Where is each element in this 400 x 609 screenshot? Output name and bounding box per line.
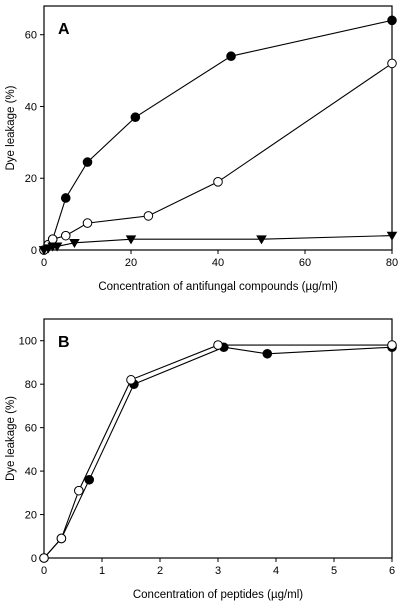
x-tick-label: 0 <box>41 565 47 577</box>
y-tick-label: 100 <box>19 336 37 348</box>
x-tick-label: 20 <box>125 257 137 269</box>
y-tick-label: 80 <box>25 379 37 391</box>
data-point-filled-circle <box>82 157 93 167</box>
y-axis-label: Dye leakage (%) <box>5 396 17 481</box>
data-point-open-circle <box>74 485 84 496</box>
y-tick-label: 40 <box>25 101 37 113</box>
data-point-open-circle <box>387 58 397 69</box>
data-point-open-circle <box>387 340 397 350</box>
x-tick-label: 2 <box>157 565 163 577</box>
y-tick-label: 60 <box>25 30 37 42</box>
data-point-filled-circle <box>84 474 95 485</box>
panel-letter: A <box>58 21 70 38</box>
data-point-open-circle <box>47 234 58 245</box>
y-tick-label: 20 <box>25 173 37 185</box>
data-point-open-circle <box>213 340 223 350</box>
y-axis-label: Dye leakage (%) <box>5 85 17 170</box>
data-point-open-circle <box>213 177 223 187</box>
y-tick-label: 40 <box>25 466 37 478</box>
x-tick-label: 0 <box>41 257 47 269</box>
data-point-filled-triangle <box>51 242 63 252</box>
x-tick-label: 6 <box>389 565 395 577</box>
data-point-filled-circle <box>130 112 141 123</box>
data-point-filled-triangle <box>256 235 267 245</box>
data-point-open-circle <box>39 553 49 563</box>
data-point-filled-circle <box>60 193 71 203</box>
data-point-filled-triangle <box>69 238 80 248</box>
data-point-open-circle <box>60 230 71 241</box>
series-line <box>43 62 393 251</box>
data-point-open-circle <box>82 218 93 228</box>
data-point-open-circle <box>126 375 136 385</box>
panel-a: 0 20 40 60 80 0 20 40 60 Concentration of antifun… <box>5 5 398 293</box>
x-tick-label: 80 <box>386 257 398 269</box>
x-tick-label: 5 <box>331 565 337 577</box>
panel-letter: B <box>58 334 70 351</box>
y-tick-label: 60 <box>25 423 37 435</box>
series-line <box>43 19 393 251</box>
x-tick-label: 3 <box>215 565 221 577</box>
series-line <box>43 344 392 559</box>
data-point-open-circle <box>56 533 67 544</box>
data-point-filled-circle <box>262 348 273 359</box>
x-tick-label: 40 <box>212 257 224 269</box>
plot-frame <box>43 318 393 559</box>
x-axis-label: Concentration of peptides (µg/ml) <box>133 589 303 601</box>
y-tick-label: 0 <box>31 245 37 257</box>
series-line <box>43 235 393 251</box>
x-tick-label: 1 <box>99 565 105 577</box>
data-point-filled-triangle <box>386 231 398 241</box>
x-tick-label: 4 <box>273 565 279 577</box>
data-point-filled-circle <box>387 15 397 26</box>
y-tick-label: 20 <box>25 510 37 522</box>
data-point-open-circle <box>143 211 154 221</box>
x-axis-label: Concentration of antifungal compounds (µ… <box>98 281 337 293</box>
y-tick-label: 0 <box>31 553 37 565</box>
x-tick-label: 60 <box>299 257 311 269</box>
data-point-filled-circle <box>226 51 236 62</box>
plot-frame <box>43 5 393 251</box>
data-point-filled-triangle <box>125 235 137 245</box>
